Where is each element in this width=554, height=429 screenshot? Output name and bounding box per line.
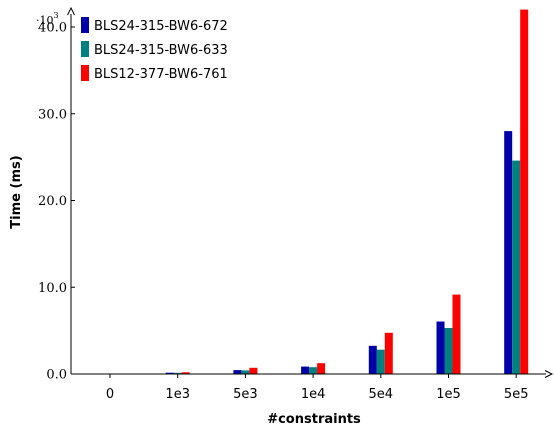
legend-swatch-2 (81, 65, 89, 81)
x-tick-label: 1e3 (165, 387, 190, 402)
bar-1e4-series-0 (301, 366, 310, 374)
bar-1e3-series-1 (173, 372, 182, 374)
legend-swatch-0 (81, 17, 89, 33)
bar-5e4-series-2 (384, 332, 393, 374)
y-tick-label: 10.0 (38, 281, 67, 296)
bar-5e5-series-1 (512, 160, 521, 374)
bar-5e4-series-0 (368, 345, 377, 374)
x-tick-label: 5e4 (369, 387, 394, 402)
legend: BLS24-315-BW6-672 BLS24-315-BW6-633 BLS12-… (81, 17, 228, 82)
y-tick-label: 40.0 (38, 21, 67, 36)
bar-5e3-series-2 (249, 367, 258, 374)
x-tick-label: 1e5 (436, 387, 461, 402)
y-scale-note: ·103 (36, 11, 59, 27)
bar-5e5-series-0 (504, 131, 513, 374)
x-tick-label: 1e4 (301, 387, 326, 402)
y-axis-arrow (67, 6, 75, 16)
bar-5e5-series-2 (520, 9, 529, 374)
bar-5e4-series-1 (376, 349, 385, 374)
axes-group (67, 6, 554, 378)
y-tick-label: 0.0 (46, 368, 67, 383)
legend-label-2: BLS12-377-BW6-761 (94, 67, 228, 82)
bar-1e5-series-0 (436, 321, 445, 374)
bar-5e3-series-1 (241, 370, 250, 374)
bar-1e3-series-0 (165, 372, 174, 374)
x-tick-label: 5e5 (504, 387, 529, 402)
ticks-group: 0.0 10.0 20.0 30.0 40.0 0 1e3 5e3 1e4 5e4 1e5 5e5 (38, 21, 528, 403)
bar-1e4-series-2 (317, 363, 326, 374)
bar-1e5-series-1 (444, 328, 453, 374)
bar-1e3-series-2 (181, 372, 190, 374)
y-axis-title: Time (ms) (9, 155, 24, 228)
x-axis-arrow (544, 370, 554, 378)
x-tick-label: 0 (106, 387, 114, 402)
y-scale-prefix: ·10 (36, 14, 54, 27)
x-tick-label: 5e3 (233, 387, 258, 402)
y-tick-label: 20.0 (38, 194, 67, 209)
bar-1e5-series-2 (452, 294, 461, 374)
bars-group (98, 9, 529, 374)
x-axis-title: #constraints (267, 412, 361, 427)
y-scale-power: 3 (54, 11, 59, 20)
legend-swatch-1 (81, 41, 89, 57)
legend-label-0: BLS24-315-BW6-672 (94, 19, 228, 34)
legend-label-1: BLS24-315-BW6-633 (94, 43, 228, 58)
y-tick-label: 30.0 (38, 107, 67, 122)
bar-1e4-series-1 (309, 367, 318, 374)
bar-5e3-series-0 (233, 370, 242, 374)
